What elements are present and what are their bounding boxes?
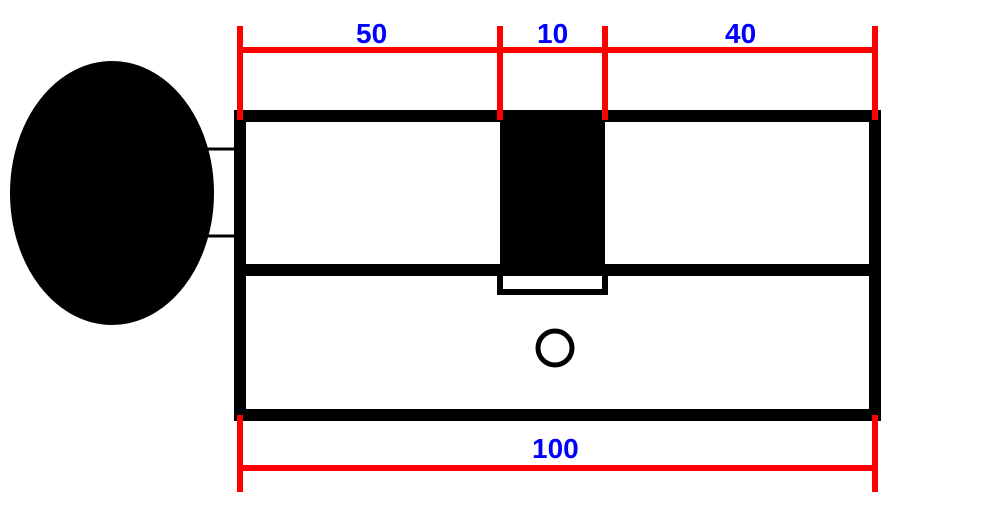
dim-label-top-left: 50 [356, 18, 387, 50]
screw-hole-icon [538, 331, 572, 365]
thumb-turn-knob [12, 63, 212, 323]
dim-label-top-center: 10 [537, 18, 568, 50]
dim-label-bottom: 100 [532, 433, 579, 465]
cam-top-fill [500, 116, 605, 272]
dim-label-top-right: 40 [725, 18, 756, 50]
